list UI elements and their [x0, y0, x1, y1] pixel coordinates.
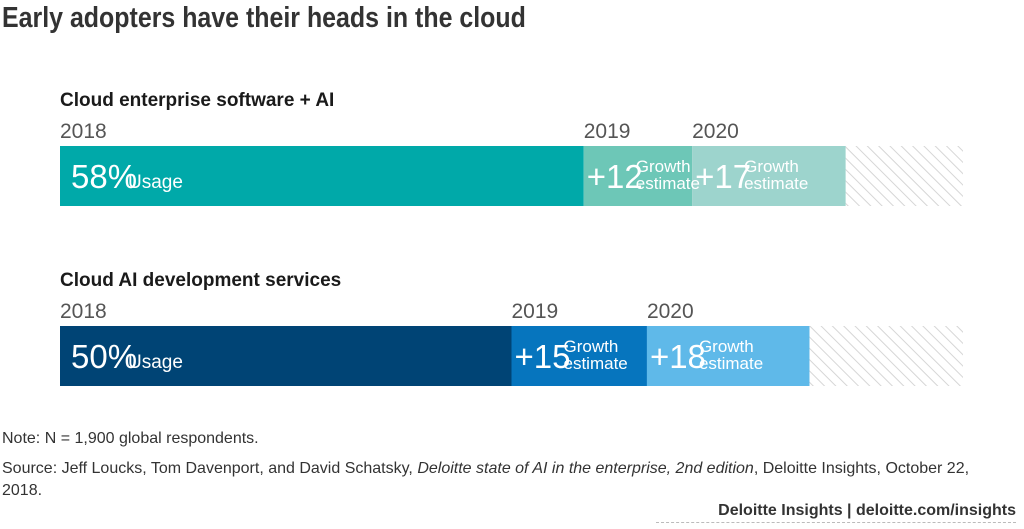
growth-2020-segment: [692, 146, 846, 206]
year-label: 2019: [584, 120, 631, 143]
source-prefix: Source: Jeff Loucks, Tom Davenport, and …: [2, 460, 418, 477]
growth-text-label: Growth: [636, 157, 691, 176]
chart-source: Source: Jeff Loucks, Tom Davenport, and …: [2, 458, 1012, 502]
growth-text-label: estimate: [699, 354, 763, 373]
remainder-hatch: [809, 326, 963, 386]
growth-text-label: estimate: [564, 354, 628, 373]
row-title: Cloud enterprise software + AI: [60, 90, 334, 111]
growth-text-label: estimate: [744, 174, 808, 193]
growth-2019-segment: [511, 326, 647, 386]
usage-text-label: Usage: [128, 172, 183, 193]
year-label: 2018: [60, 300, 107, 323]
source-publication-title: Deloitte state of AI in the enterprise, …: [417, 460, 754, 477]
usage-segment: [60, 146, 584, 206]
footer-credit: Deloitte Insights | deloitte.com/insight…: [718, 502, 1016, 519]
growth-value-label: +17: [695, 158, 751, 195]
year-label: 2020: [692, 120, 739, 143]
growth-text-label: Growth: [699, 337, 754, 356]
growth-2020-segment: [646, 326, 810, 386]
usage-value-label: 50%: [71, 338, 137, 375]
growth-text-label: estimate: [636, 174, 700, 193]
growth-2019-segment: [583, 146, 693, 206]
chart-note: Note: N = 1,900 global respondents.: [2, 430, 259, 447]
usage-value-label: 58%: [71, 158, 137, 195]
chart-title: Early adopters have their heads in the c…: [2, 2, 526, 34]
year-label: 2020: [647, 300, 694, 323]
growth-value-label: +15: [515, 338, 571, 375]
source-suffix: , Deloitte Insights, October 22, 2018.: [2, 460, 970, 499]
bar-row: Cloud enterprise software + AI 2018 2019 20…: [60, 90, 963, 206]
growth-text-label: Growth: [564, 337, 619, 356]
usage-segment: [60, 326, 512, 386]
usage-text-label: Usage: [128, 352, 183, 373]
year-label: 2018: [60, 120, 107, 143]
bar-row: Cloud AI development services 2018 2019 202…: [60, 270, 963, 386]
growth-text-label: Growth: [744, 157, 799, 176]
remainder-hatch: [845, 146, 963, 206]
year-label: 2019: [512, 300, 559, 323]
stacked-bar-chart: Cloud enterprise software + AI 2018 2019 20…: [60, 90, 963, 386]
growth-value-label: +18: [650, 338, 706, 375]
footer-divider: [656, 522, 1016, 529]
row-title: Cloud AI development services: [60, 270, 341, 291]
growth-value-label: +12: [587, 158, 643, 195]
